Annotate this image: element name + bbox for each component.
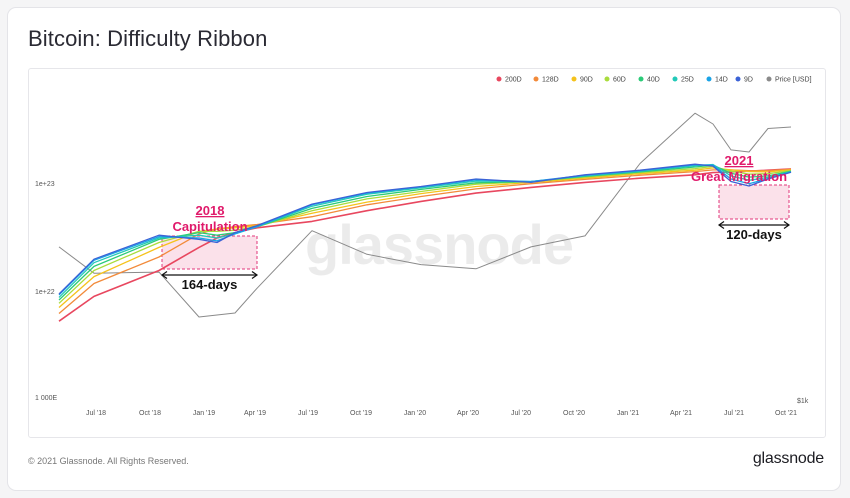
y-axis-tick-label: 1 000E bbox=[35, 395, 58, 402]
legend-swatch-60d[interactable] bbox=[604, 76, 610, 82]
x-axis-tick-label: Oct '20 bbox=[563, 410, 585, 417]
y-axis-tick-label: 1e+23 bbox=[35, 181, 55, 188]
y-right-axis-tick-label: $1k bbox=[797, 398, 809, 405]
series-9d-line bbox=[58, 163, 792, 295]
x-axis-tick-label: Jul '19 bbox=[298, 410, 318, 417]
legend-swatch-9d[interactable] bbox=[735, 76, 741, 82]
x-axis-tick-label: Jul '20 bbox=[511, 410, 531, 417]
difficulty-ribbon-chart: glassnode 1e+23 1e+22 1 000E $1k Jul '18 Oct … bbox=[35, 76, 812, 417]
legend-swatch-90d[interactable] bbox=[571, 76, 577, 82]
page-title: Bitcoin: Difficulty Ribbon bbox=[28, 26, 268, 51]
y-axis-tick-label: 1e+22 bbox=[35, 289, 55, 296]
series-40d-line bbox=[58, 164, 792, 301]
legend-label: 14D bbox=[715, 77, 728, 84]
annotation-year: 2018 bbox=[196, 203, 225, 218]
legend-label: 200D bbox=[505, 77, 522, 84]
legend-label: 40D bbox=[647, 77, 660, 84]
legend-swatch-price-usd-[interactable] bbox=[766, 76, 772, 82]
legend-label: 9D bbox=[744, 77, 753, 84]
legend-swatch-14d[interactable] bbox=[706, 76, 712, 82]
footer-brand-logo: glassnode bbox=[752, 450, 824, 467]
x-axis-tick-label: Oct '18 bbox=[139, 410, 161, 417]
x-axis-tick-label: Apr '21 bbox=[670, 410, 692, 417]
x-axis-tick-label: Jul '18 bbox=[86, 410, 106, 417]
annotation-year: 2021 bbox=[725, 153, 754, 168]
footer-copyright: © 2021 Glassnode. All Rights Reserved. bbox=[28, 456, 189, 466]
x-axis-tick-label: Apr '19 bbox=[244, 410, 266, 417]
arrowhead-left-icon bbox=[717, 221, 725, 229]
series-price-line bbox=[58, 112, 792, 318]
arrowhead-left-icon bbox=[160, 271, 168, 279]
legend-label: Price [USD] bbox=[775, 77, 812, 84]
legend-swatch-40d[interactable] bbox=[638, 76, 644, 82]
x-axis-tick-label: Jan '21 bbox=[617, 410, 639, 417]
legend-label: 128D bbox=[542, 77, 559, 84]
annotation-subtitle: Capitulation bbox=[172, 219, 247, 234]
arrowhead-right-icon bbox=[783, 221, 791, 229]
series-60d-line bbox=[58, 165, 792, 304]
annotation-subtitle: Great Migration bbox=[691, 169, 787, 184]
x-axis-tick-label: Oct '21 bbox=[775, 410, 797, 417]
x-axis-tick-label: Jan '19 bbox=[193, 410, 215, 417]
arrowhead-right-icon bbox=[251, 271, 259, 279]
highlight-2021-great-migration bbox=[718, 184, 790, 220]
annotation-duration: 120-days bbox=[726, 227, 782, 242]
annotation-duration: 164-days bbox=[182, 277, 238, 292]
legend-swatch-128d[interactable] bbox=[533, 76, 539, 82]
legend-swatch-25d[interactable] bbox=[672, 76, 678, 82]
legend-swatch-200d[interactable] bbox=[496, 76, 502, 82]
x-axis-tick-label: Apr '20 bbox=[457, 410, 479, 417]
legend-label: 90D bbox=[580, 77, 593, 84]
series-25d-line bbox=[58, 163, 792, 298]
legend-label: 60D bbox=[613, 77, 626, 84]
chart-frame: glassnode 1e+23 1e+22 1 000E $1k Jul '18 Oct … bbox=[28, 68, 826, 438]
x-axis-tick-label: Jan '20 bbox=[404, 410, 426, 417]
x-axis-tick-label: Jul '21 bbox=[724, 410, 744, 417]
watermark-text: glassnode bbox=[305, 213, 573, 276]
x-axis-tick-label: Oct '19 bbox=[350, 410, 372, 417]
legend-label: 25D bbox=[681, 77, 694, 84]
